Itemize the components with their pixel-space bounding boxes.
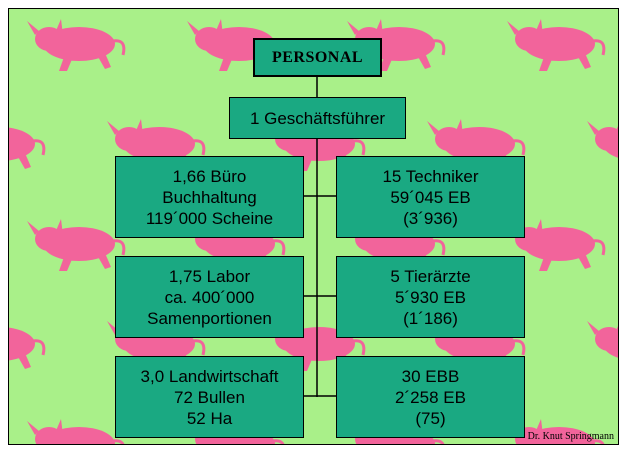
title: PERSONAL bbox=[271, 49, 364, 66]
node-line: (75) bbox=[415, 408, 446, 428]
connectors bbox=[303, 76, 336, 397]
node-line: 52 Ha bbox=[186, 408, 233, 428]
node-line: Samenportionen bbox=[147, 308, 272, 328]
node-line: 59´045 EB bbox=[390, 187, 471, 207]
node-line: (1´186) bbox=[403, 308, 458, 328]
node-box: 3,0 Landwirtschaft 72 Bullen 52 Ha bbox=[115, 356, 304, 438]
node-line: 5´930 EB bbox=[395, 287, 466, 307]
node-box: 1,66 Büro Buchhaltung 119´000 Scheine bbox=[115, 156, 304, 238]
node-line: Buchhaltung bbox=[162, 187, 257, 207]
node-line: (3´936) bbox=[403, 208, 458, 228]
node-box: 1,75 Labor ca. 400´000 Samenportionen bbox=[115, 256, 304, 338]
node-line: 30 EBB bbox=[401, 366, 460, 386]
node-line: 72 Bullen bbox=[174, 387, 245, 407]
manager-box: 1 Geschäftsführer bbox=[229, 97, 406, 139]
title-box: PERSONAL bbox=[253, 38, 382, 77]
node-box: 15 Techniker 59´045 EB (3´936) bbox=[336, 156, 525, 238]
node-line: 119´000 Scheine bbox=[145, 208, 274, 228]
node-line: 1,75 Labor bbox=[168, 266, 251, 286]
footer: Dr. Knut Springmann bbox=[527, 431, 614, 442]
node-box: 30 EBB 2´258 EB (75) bbox=[336, 356, 525, 438]
node-line: 15 Techniker bbox=[382, 166, 479, 186]
slide: PERSONAL 1 Geschäftsführer 1,66 Büro Buch… bbox=[8, 8, 619, 445]
node-line: ca. 400´000 bbox=[164, 287, 255, 307]
node-line: 3,0 Landwirtschaft bbox=[140, 366, 279, 386]
manager: 1 Geschäftsführer bbox=[249, 108, 386, 128]
node-line: 5 Tierärzte bbox=[390, 266, 471, 286]
node-box: 5 Tierärzte 5´930 EB (1´186) bbox=[336, 256, 525, 338]
node-line: 1,66 Büro bbox=[172, 166, 247, 186]
node-line: 2´258 EB bbox=[395, 387, 466, 407]
